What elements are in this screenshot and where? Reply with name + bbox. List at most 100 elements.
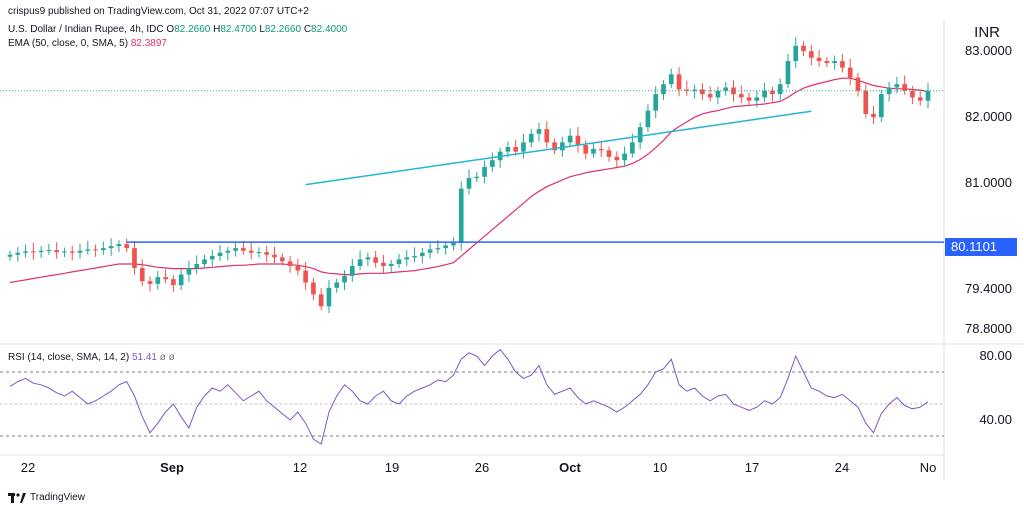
ema-line: EMA (50, close, 0, SMA, 5) 82.3897 [8,38,167,49]
candle-body [910,90,915,98]
candle-body [622,153,627,161]
candle-body [69,251,75,253]
candle-body [171,279,176,286]
candle-body [256,252,262,254]
candle-body [318,294,324,307]
candle-body [451,242,456,246]
candle-body [637,127,643,143]
candle-body [233,248,238,251]
candle-body [342,275,347,283]
ohlc-open-label: O [166,24,175,35]
candle-body [93,249,98,251]
time-tick-label: 22 [20,460,36,475]
candle-body [731,87,736,95]
candle-body [552,142,557,151]
symbol-name: U.S. Dollar / Indian Rupee, 4h, IDC [8,24,164,35]
candle-body [248,250,254,253]
candle-body [202,259,207,264]
candle-body [427,249,433,253]
candle-body [614,156,620,161]
candle-body [443,245,448,249]
candle-body [505,146,511,152]
candle-body [824,61,830,64]
candle-body [668,74,674,85]
candle-body [466,178,472,189]
candle-body [653,94,659,111]
candle-body [544,129,550,143]
candle-body [482,166,487,177]
candle-body [132,248,137,268]
candle-body [435,248,441,250]
candle-body [225,250,231,253]
candle-body [334,282,340,288]
candle-body [178,274,184,286]
rsi-label: RSI (14, close, SMA, 14, 2) [8,352,130,363]
candle-body [528,133,534,143]
candle-body [567,135,573,143]
rsi-tick-label: 40.00 [979,412,1012,427]
candle-body [62,251,67,253]
ohlc-high-label: H [213,24,221,35]
candle-body [661,84,666,95]
candle-body [279,257,285,262]
price-tick-label: 78.8000 [965,320,1012,336]
candle-body [840,61,845,68]
ohlc-low-label: L [259,24,265,35]
time-tick-label: 24 [834,460,850,475]
candle-body [645,110,651,128]
candle-body [54,250,60,253]
candle-body [762,90,767,98]
candle-body [46,250,52,252]
candle-body [684,89,690,91]
candle-body [412,256,417,258]
candle-body [7,254,13,257]
candle-body [917,97,923,101]
candle-body [715,90,721,98]
candle-body [692,89,697,91]
candle-body [396,259,402,264]
candle-body [295,265,301,271]
support-price-tag: 80.1101 [945,238,1017,256]
candle-body [777,84,783,95]
time-tick-label: 26 [474,460,490,475]
candle-body [155,277,161,284]
candle-body [863,90,869,114]
candle-body [365,257,371,260]
candle-body [241,248,246,251]
candle-body [886,87,892,95]
tradingview-brand[interactable]: TradingView [8,492,85,503]
candle-body [630,142,635,154]
candle-body [847,67,853,78]
candle-body [419,252,425,257]
candle-body [793,45,799,62]
candle-body [474,176,480,179]
candle-body [147,281,153,284]
candle-body [902,84,907,91]
time-tick-label: 19 [384,460,400,475]
candle-body [311,282,316,295]
candle-body [700,89,705,95]
candle-body [116,244,122,247]
candle-body [38,250,44,253]
ema-label: EMA (50, close, 0, SMA, 5) [8,38,129,49]
candle-body [754,97,760,101]
candle-body [521,142,526,152]
candle-body [878,94,884,118]
ema-value: 82.3897 [130,38,167,49]
candle-body [388,263,394,266]
trendline [305,110,812,186]
candle-body [264,252,270,255]
candle-body [894,84,900,88]
candle-body [287,261,293,266]
candle-body [31,251,36,253]
candle-body [124,244,130,249]
candle-body [163,277,168,280]
candle-body [15,252,21,255]
ohlc-open: 82.2660 [174,24,211,35]
rsi-value: 51.41 [131,352,157,363]
candle-body [676,74,682,90]
price-tick-label: 81.0000 [965,175,1012,191]
rsi-extra: ø ø [159,352,175,363]
candle-body [186,267,192,275]
